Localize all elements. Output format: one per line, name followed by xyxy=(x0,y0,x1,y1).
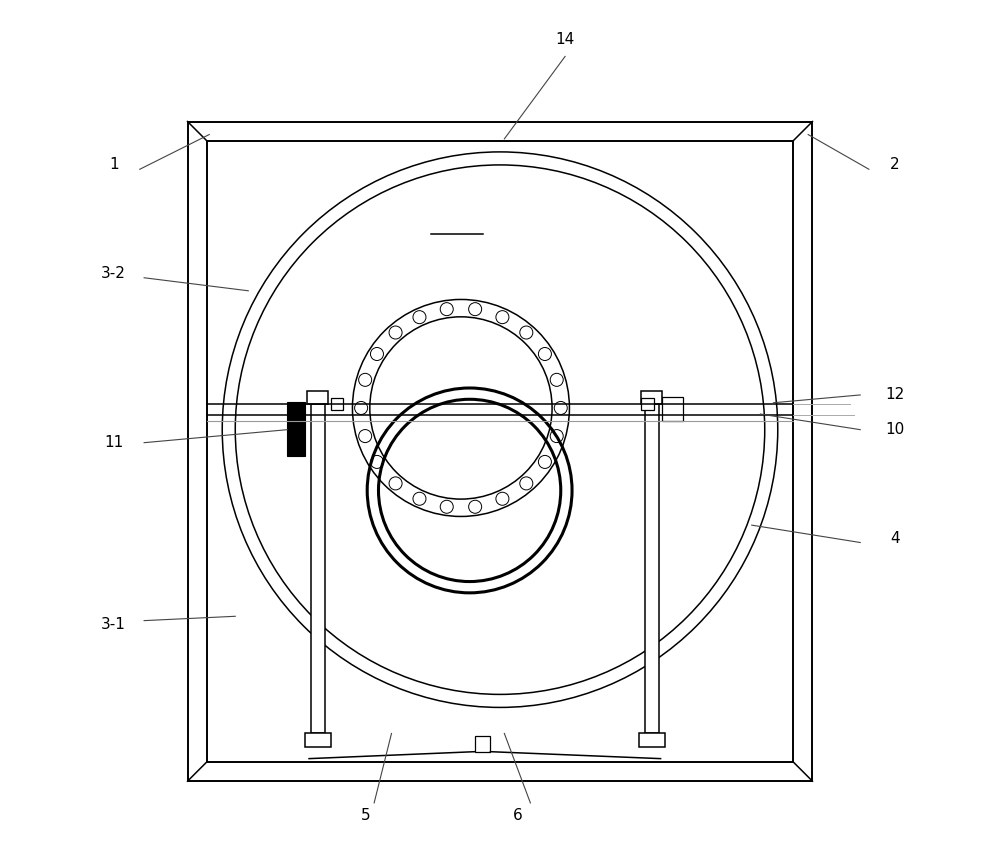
Text: 3-2: 3-2 xyxy=(101,266,126,281)
Text: 14: 14 xyxy=(555,31,575,47)
Bar xyxy=(305,733,331,747)
Text: 2: 2 xyxy=(890,157,900,173)
Bar xyxy=(188,122,812,781)
Bar xyxy=(207,141,793,762)
Bar xyxy=(331,398,343,410)
Text: 12: 12 xyxy=(885,387,905,403)
Bar xyxy=(641,398,654,410)
Bar xyxy=(662,397,683,421)
Text: 1: 1 xyxy=(109,157,119,173)
Bar xyxy=(311,404,325,733)
Bar xyxy=(287,402,305,456)
Text: 11: 11 xyxy=(104,435,123,450)
Bar xyxy=(641,391,662,404)
Bar xyxy=(645,404,659,733)
Bar xyxy=(475,736,490,752)
Text: 10: 10 xyxy=(885,422,905,437)
Text: 6: 6 xyxy=(512,808,522,824)
Bar xyxy=(307,391,328,404)
Bar xyxy=(639,733,665,747)
Text: 3-1: 3-1 xyxy=(101,617,126,633)
Text: 5: 5 xyxy=(361,808,370,824)
Text: 4: 4 xyxy=(890,530,900,546)
